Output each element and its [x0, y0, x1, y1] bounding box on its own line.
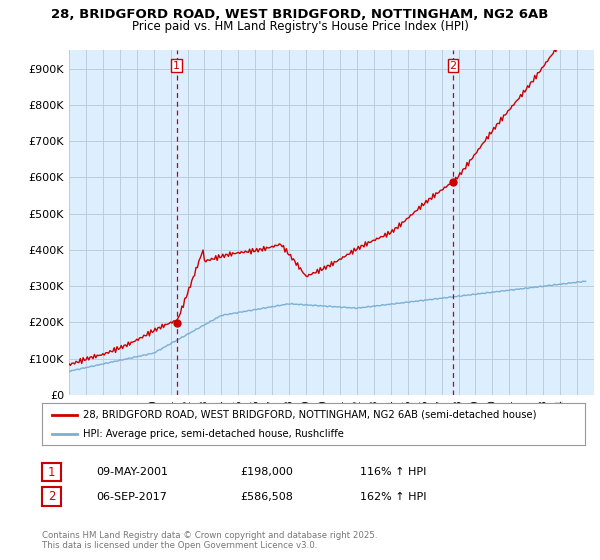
- Text: 116% ↑ HPI: 116% ↑ HPI: [360, 467, 427, 477]
- Text: Contains HM Land Registry data © Crown copyright and database right 2025.
This d: Contains HM Land Registry data © Crown c…: [42, 531, 377, 550]
- Text: HPI: Average price, semi-detached house, Rushcliffe: HPI: Average price, semi-detached house,…: [83, 429, 344, 439]
- Text: 1: 1: [48, 465, 55, 479]
- Text: Price paid vs. HM Land Registry's House Price Index (HPI): Price paid vs. HM Land Registry's House …: [131, 20, 469, 32]
- Text: 1: 1: [173, 60, 180, 71]
- Text: 28, BRIDGFORD ROAD, WEST BRIDGFORD, NOTTINGHAM, NG2 6AB: 28, BRIDGFORD ROAD, WEST BRIDGFORD, NOTT…: [52, 8, 548, 21]
- Text: 2: 2: [449, 60, 457, 71]
- Text: 28, BRIDGFORD ROAD, WEST BRIDGFORD, NOTTINGHAM, NG2 6AB (semi-detached house): 28, BRIDGFORD ROAD, WEST BRIDGFORD, NOTT…: [83, 409, 536, 419]
- Text: 09-MAY-2001: 09-MAY-2001: [96, 467, 168, 477]
- Text: 162% ↑ HPI: 162% ↑ HPI: [360, 492, 427, 502]
- Text: 2: 2: [48, 490, 55, 503]
- Text: 06-SEP-2017: 06-SEP-2017: [96, 492, 167, 502]
- Text: £198,000: £198,000: [240, 467, 293, 477]
- Text: £586,508: £586,508: [240, 492, 293, 502]
